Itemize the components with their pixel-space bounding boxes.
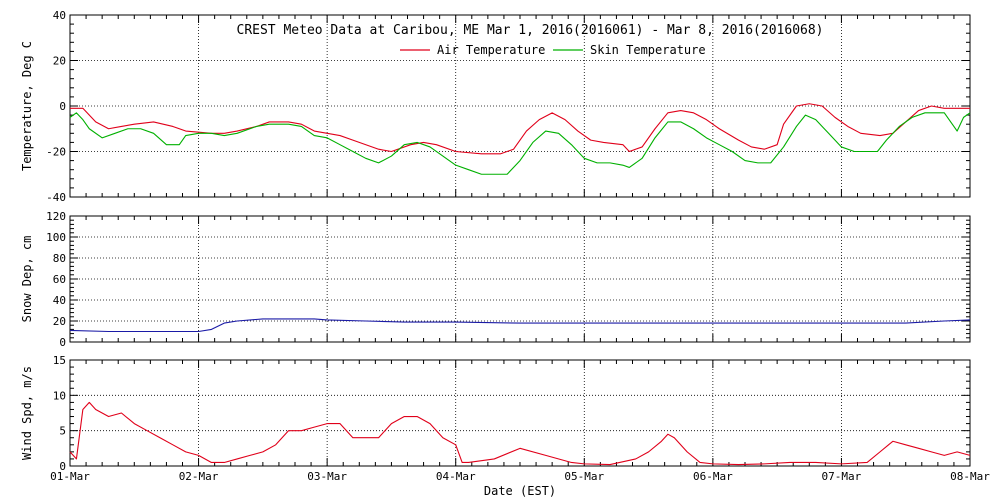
x-tick-label: 07-Mar xyxy=(822,470,862,483)
wind-ytick-label: 15 xyxy=(53,354,66,367)
x-tick-label: 03-Mar xyxy=(307,470,347,483)
wind-ytick-label: 0 xyxy=(59,460,66,473)
wind-series-1-line xyxy=(69,401,971,466)
snow-ytick-label: 0 xyxy=(59,336,66,349)
temperature-ytick-label: -20 xyxy=(46,146,66,159)
wind-ytick-label: 5 xyxy=(59,425,66,438)
x-axis-label: Date (EST) xyxy=(484,484,556,498)
legend-label-1: Air Temperature xyxy=(437,43,545,57)
temperature-series-2-line xyxy=(69,112,971,175)
temperature-ytick-label: 0 xyxy=(59,100,66,113)
wind-panel: 0 5 10 15 Wind Spd, m/s xyxy=(20,354,971,473)
temperature-ytick-label: -40 xyxy=(46,191,66,204)
temperature-ytick-label: 40 xyxy=(53,9,66,22)
panels: -40 -20 0 20 40 Temperature, Deg C 0 20 40 60 80 10… xyxy=(20,9,971,473)
snow-ytick-label: 80 xyxy=(53,252,66,265)
x-tick-label: 01-Mar xyxy=(50,470,90,483)
chart-title: CREST Meteo Data at Caribou, ME Mar 1, 2… xyxy=(237,23,824,38)
snow-panel: 0 20 40 60 80 100 120 Snow Dep, cm xyxy=(20,210,971,349)
legend-label-2: Skin Temperature xyxy=(590,43,706,57)
wind-y-axis-label: Wind Spd, m/s xyxy=(20,366,34,460)
x-tick-label: 04-Mar xyxy=(436,470,476,483)
wind-frame xyxy=(69,359,971,467)
snow-ytick-label: 20 xyxy=(53,315,66,328)
snow-ytick-label: 40 xyxy=(53,294,66,307)
legend: Air Temperature Skin Temperature xyxy=(400,43,706,57)
snow-y-axis-label: Snow Dep, cm xyxy=(20,236,34,323)
x-tick-label: 08-Mar xyxy=(950,470,990,483)
temperature-y-axis-label: Temperature, Deg C xyxy=(20,41,34,171)
snow-series-1-line xyxy=(69,318,971,333)
x-tick-label: 06-Mar xyxy=(693,470,733,483)
x-tick-label: 02-Mar xyxy=(179,470,219,483)
wind-ytick-label: 10 xyxy=(53,389,66,402)
snow-ytick-label: 60 xyxy=(53,273,66,286)
temperature-ytick-label: 20 xyxy=(53,55,66,68)
temperature-series-1-line xyxy=(70,103,970,155)
snow-ytick-label: 100 xyxy=(46,231,66,244)
snow-ytick-label: 120 xyxy=(46,210,66,223)
temperature-panel: -40 -20 0 20 40 Temperature, Deg C xyxy=(20,9,971,204)
x-tick-label: 05-Mar xyxy=(564,470,604,483)
